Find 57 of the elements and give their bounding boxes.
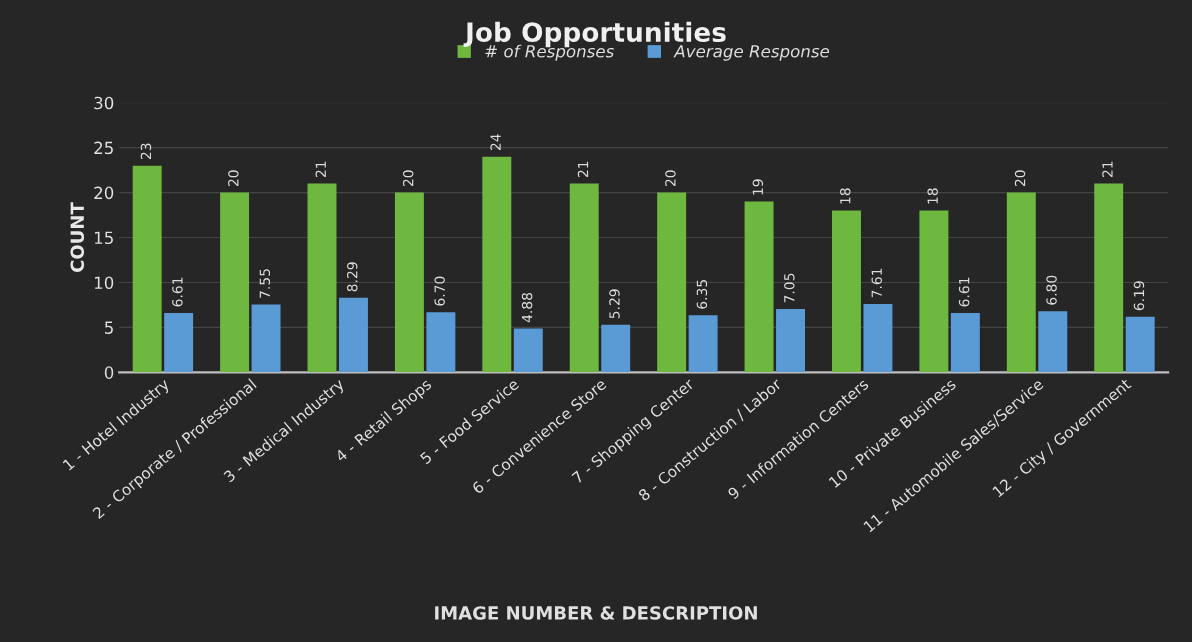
bar [220, 192, 250, 373]
data-label: 6.61 [172, 277, 183, 307]
data-label: 6.61 [958, 277, 970, 307]
bar [251, 304, 281, 373]
data-label: 23 [140, 143, 152, 160]
data-label: 20 [1014, 170, 1026, 187]
bar [601, 324, 631, 373]
data-label: 24 [490, 134, 501, 151]
y-axis-title: COUNT [70, 202, 85, 272]
data-label: 6.19 [1133, 281, 1145, 311]
data-label: 4.88 [521, 292, 533, 323]
y-tick-label: 0 [104, 366, 114, 379]
data-label: 20 [402, 170, 414, 187]
data-label: 6.35 [696, 280, 708, 309]
data-label: 5.29 [609, 289, 620, 319]
bar [426, 312, 456, 373]
y-tick-label: 5 [105, 321, 113, 334]
bar [513, 328, 543, 373]
data-label: 20 [228, 170, 239, 187]
bar [164, 312, 194, 373]
bar [1006, 192, 1036, 373]
bar [863, 303, 893, 373]
data-label: 20 [665, 170, 676, 187]
bar [394, 192, 424, 373]
bar [744, 201, 774, 373]
bar [307, 183, 337, 373]
bar [776, 308, 806, 373]
y-tick-label: 10 [94, 276, 114, 290]
data-label: 8.29 [346, 262, 358, 292]
data-label: 7.61 [871, 268, 882, 298]
bar [1094, 183, 1124, 373]
data-label: 21 [315, 161, 326, 178]
y-tick-label: 20 [94, 186, 114, 200]
data-label: 6.70 [434, 276, 445, 306]
data-label: 6.80 [1046, 275, 1057, 305]
data-label: 18 [840, 188, 851, 204]
bar [569, 183, 599, 373]
bar [132, 165, 162, 373]
data-label: 19 [752, 179, 764, 195]
data-label: 21 [1102, 161, 1113, 178]
data-label: 21 [577, 161, 589, 178]
bar [482, 156, 512, 373]
bar [338, 297, 368, 373]
bar [832, 210, 861, 373]
y-tick-label: 25 [94, 141, 113, 155]
y-tick-label: 30 [94, 96, 114, 110]
data-label: 18 [927, 188, 938, 204]
bar [657, 192, 687, 373]
data-label: 7.55 [259, 269, 271, 298]
bar [688, 315, 718, 373]
bar [919, 210, 949, 373]
bar [1038, 311, 1068, 373]
bar [1125, 316, 1155, 373]
x-axis-title: IMAGE NUMBER & DESCRIPTION [435, 606, 757, 620]
data-label: 7.05 [784, 273, 795, 303]
bar [950, 312, 980, 373]
y-tick-label: 15 [94, 231, 113, 245]
